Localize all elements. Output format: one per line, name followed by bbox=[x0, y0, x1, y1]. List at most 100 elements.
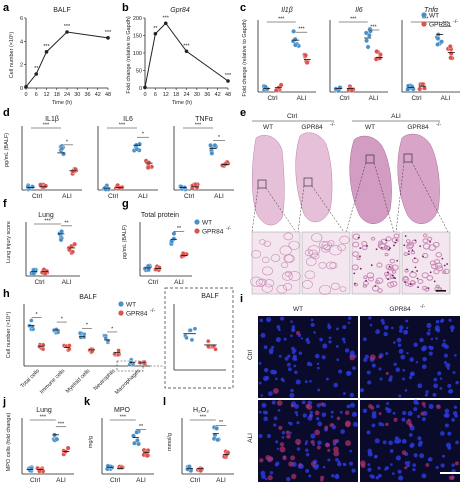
panel-e-ko-2: GPR84 bbox=[407, 124, 429, 131]
he-infiltrate bbox=[366, 245, 368, 247]
he-alveolus bbox=[366, 272, 375, 279]
if-nucleus bbox=[293, 364, 297, 368]
if-nucleus bbox=[418, 440, 423, 445]
he-alveolus bbox=[356, 256, 361, 261]
if-nucleus bbox=[263, 367, 269, 373]
he-infiltrate bbox=[422, 255, 424, 258]
panel-c-subplot-title: Tnfα bbox=[424, 7, 439, 14]
panel-k-point bbox=[144, 453, 150, 459]
if-nucleus bbox=[409, 357, 414, 362]
panel-d-3-point bbox=[208, 143, 213, 148]
if-nucleus bbox=[398, 475, 404, 481]
if-nucleus bbox=[294, 410, 298, 415]
panel-d-2-point bbox=[117, 185, 123, 191]
panel-h-point bbox=[29, 318, 34, 323]
he-alveolus bbox=[434, 262, 443, 269]
panel-c-3-point bbox=[435, 36, 441, 41]
if-nucleus bbox=[409, 443, 414, 448]
b-point bbox=[226, 79, 230, 83]
if-nucleus bbox=[439, 377, 443, 380]
he-alveolus bbox=[404, 282, 410, 287]
he-alveolus bbox=[422, 233, 428, 238]
if-nucleus bbox=[287, 354, 291, 358]
he-infiltrate bbox=[411, 249, 414, 252]
panel-a-xlabel: Time (h) bbox=[52, 100, 72, 106]
panel-d-2-significance: * bbox=[142, 132, 145, 138]
panel-k-title: MPO bbox=[114, 407, 131, 414]
panel-d-2-point bbox=[134, 146, 140, 152]
he-alveolus bbox=[422, 285, 428, 291]
panel-g-ylabel: pg/mL (BALF) bbox=[122, 225, 128, 259]
if-mpo-signal bbox=[290, 455, 296, 461]
a-point bbox=[44, 50, 49, 54]
if-mpo-signal bbox=[329, 423, 334, 428]
if-nucleus bbox=[296, 421, 300, 425]
if-nucleus bbox=[412, 468, 416, 472]
panel-b-xlabel: Time (h) bbox=[172, 100, 192, 106]
he-infiltrate bbox=[446, 263, 449, 265]
if-nucleus bbox=[307, 400, 313, 406]
if-nucleus bbox=[394, 436, 400, 441]
if-nucleus bbox=[433, 383, 439, 389]
if-nucleus bbox=[287, 367, 292, 372]
if-nucleus bbox=[316, 362, 320, 365]
if-nucleus bbox=[306, 340, 311, 344]
if-nucleus bbox=[306, 453, 310, 457]
panel-c-2-point bbox=[377, 55, 383, 61]
if-mpo-signal bbox=[320, 402, 324, 406]
he-alveolus bbox=[282, 271, 293, 281]
he-alveolus bbox=[384, 252, 389, 257]
he-alveolus bbox=[283, 232, 293, 241]
if-nucleus bbox=[289, 392, 295, 398]
if-nucleus bbox=[427, 458, 431, 462]
panel-d-3-significance-ctrl: *** bbox=[195, 123, 202, 129]
legend-mid-ko-sup: -/- bbox=[226, 226, 231, 232]
panel-h-inset-frame bbox=[164, 287, 234, 389]
he-alveolus bbox=[376, 262, 383, 268]
panel-e-ko-sup-2: -/- bbox=[436, 122, 441, 128]
if-nucleus bbox=[313, 465, 319, 470]
panel-j-ylabel: MPO cells (fold change) bbox=[6, 412, 12, 471]
if-nucleus bbox=[367, 467, 372, 472]
if-nucleus bbox=[417, 436, 422, 441]
he-infiltrate bbox=[393, 244, 395, 247]
if-nucleus bbox=[371, 363, 376, 368]
a-ytick-label: 6 bbox=[20, 16, 23, 22]
if-nucleus bbox=[398, 329, 403, 333]
if-nucleus bbox=[419, 453, 425, 459]
if-nucleus bbox=[290, 320, 293, 323]
panel-c-2-point bbox=[337, 85, 343, 90]
if-nucleus bbox=[278, 354, 282, 358]
if-mpo-signal bbox=[320, 478, 324, 482]
a-xtick-label: 12 bbox=[43, 92, 49, 98]
panel-d-subplot-title: IL1β bbox=[45, 116, 59, 123]
if-nucleus bbox=[377, 473, 382, 478]
panel-h-point bbox=[81, 334, 87, 340]
panel-h-inset-title: BALF bbox=[201, 293, 219, 300]
he-infiltrate bbox=[416, 277, 419, 280]
if-nucleus bbox=[428, 403, 434, 410]
panel-l-ylabel: mmol/g bbox=[167, 433, 173, 451]
if-nucleus bbox=[295, 379, 301, 385]
b-xtick-label: 6 bbox=[154, 92, 157, 98]
if-nucleus bbox=[373, 455, 377, 459]
panel-h-significance: * bbox=[36, 312, 39, 318]
if-nucleus bbox=[437, 371, 442, 376]
if-nucleus bbox=[347, 321, 351, 325]
if-nucleus bbox=[447, 383, 452, 388]
if-nucleus bbox=[305, 440, 309, 444]
panel-l-title: H₂O₂ bbox=[193, 407, 209, 414]
panel-e-wt-1: WT bbox=[263, 124, 273, 131]
panel-h-point bbox=[77, 331, 83, 336]
if-nucleus bbox=[317, 366, 320, 370]
he-alveolus bbox=[432, 241, 440, 248]
he-alveolus bbox=[263, 240, 271, 247]
he-infiltrate bbox=[389, 247, 391, 250]
he-infiltrate bbox=[403, 244, 406, 247]
if-nucleus bbox=[413, 342, 418, 347]
panel-c-1-point bbox=[291, 28, 296, 34]
if-nucleus bbox=[371, 423, 376, 428]
panel-d-3-category-label: ALI bbox=[214, 193, 224, 200]
he-alveolus bbox=[261, 283, 273, 293]
